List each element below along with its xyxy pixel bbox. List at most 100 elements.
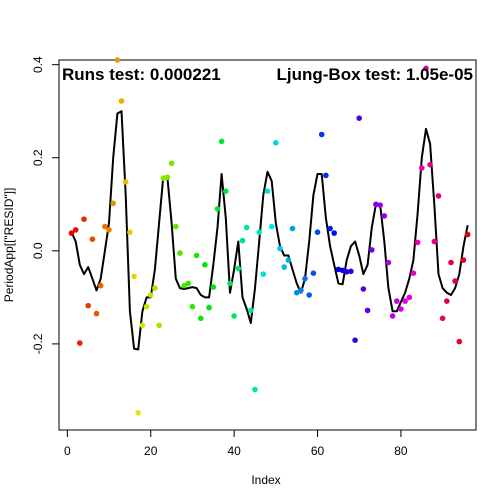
data-point	[93, 310, 100, 317]
data-point	[419, 165, 425, 171]
data-point	[327, 225, 333, 232]
data-point	[435, 193, 442, 199]
data-point	[352, 337, 358, 344]
data-point	[373, 201, 379, 208]
data-point	[189, 303, 196, 310]
data-point	[239, 237, 246, 244]
data-point	[364, 307, 371, 314]
data-point	[202, 262, 208, 268]
data-point	[331, 230, 338, 236]
data-point	[110, 200, 116, 207]
data-point	[406, 294, 413, 301]
data-point	[173, 223, 179, 230]
data-point	[89, 236, 96, 242]
smooth-line	[70, 110, 469, 351]
data-point	[464, 231, 471, 238]
data-point	[193, 252, 200, 259]
data-point	[369, 247, 375, 253]
smooth-line-layer	[70, 110, 469, 351]
data-point	[106, 227, 112, 233]
data-point	[223, 188, 229, 194]
data-point	[444, 298, 450, 304]
data-point	[323, 172, 329, 179]
data-point	[460, 257, 467, 263]
y-tick-label: -0.2	[31, 333, 45, 354]
data-point	[456, 338, 463, 345]
data-point	[448, 259, 454, 266]
data-point	[235, 265, 242, 272]
data-point	[264, 188, 271, 194]
data-point	[243, 224, 250, 231]
y-tick-label: 0.0	[31, 242, 45, 259]
data-point	[452, 278, 458, 284]
data-point	[293, 289, 300, 296]
data-point	[181, 282, 187, 289]
data-point	[252, 386, 258, 393]
data-point	[385, 259, 392, 266]
data-point	[81, 216, 87, 222]
data-point	[231, 313, 237, 319]
data-point	[177, 250, 183, 256]
data-point	[218, 138, 225, 145]
data-point	[198, 315, 204, 322]
data-point	[260, 271, 267, 277]
y-tick-label: 0.4	[31, 56, 45, 73]
ljung-box-annotation: Ljung-Box test: 1.05e-05	[277, 65, 474, 84]
data-point	[268, 223, 275, 230]
data-point	[285, 257, 292, 263]
data-point	[298, 287, 304, 294]
data-point	[302, 275, 308, 282]
data-point	[85, 302, 91, 309]
data-point	[431, 238, 438, 245]
data-point	[310, 270, 317, 277]
data-point	[289, 225, 296, 232]
data-point	[281, 264, 288, 270]
runs-test-annotation: Runs test: 0.000221	[62, 65, 221, 84]
x-tick-label: 0	[64, 444, 71, 458]
data-point	[394, 298, 400, 304]
data-point	[118, 98, 125, 104]
data-point	[423, 65, 429, 72]
data-point	[356, 115, 363, 121]
data-point	[214, 206, 221, 212]
data-point	[273, 140, 279, 146]
data-point	[343, 269, 350, 275]
data-point	[127, 229, 133, 235]
data-point	[360, 286, 367, 292]
data-point	[143, 303, 150, 310]
data-point	[147, 292, 154, 298]
y-tick-label: 0.2	[31, 149, 45, 166]
data-point	[256, 229, 263, 235]
points-layer	[68, 57, 471, 416]
data-point	[114, 57, 121, 63]
x-tick-label: 60	[311, 444, 325, 458]
data-point	[389, 313, 396, 319]
x-tick-label: 80	[394, 444, 408, 458]
data-point	[410, 270, 417, 277]
data-point	[77, 340, 83, 346]
data-point	[227, 280, 233, 287]
data-point	[277, 245, 283, 252]
data-point	[168, 160, 175, 167]
data-point	[185, 280, 192, 287]
data-point	[156, 322, 162, 329]
data-point	[348, 268, 354, 275]
y-axis-title: PeriodApp[["RESID"]]	[2, 188, 16, 303]
data-point	[414, 239, 421, 246]
data-point	[402, 298, 408, 304]
x-tick-label: 40	[227, 444, 241, 458]
data-point	[318, 131, 325, 138]
data-point	[164, 174, 171, 181]
data-point	[381, 213, 388, 219]
y-axis: -0.2 0.0 0.2 0.4	[31, 56, 60, 354]
data-point	[335, 266, 342, 273]
data-point	[210, 284, 217, 290]
data-point	[152, 285, 158, 291]
data-point	[139, 322, 146, 329]
data-point	[306, 292, 313, 298]
data-point	[72, 227, 79, 233]
data-point	[122, 179, 129, 185]
data-point	[314, 229, 321, 235]
x-axis-title: Index	[251, 473, 280, 487]
